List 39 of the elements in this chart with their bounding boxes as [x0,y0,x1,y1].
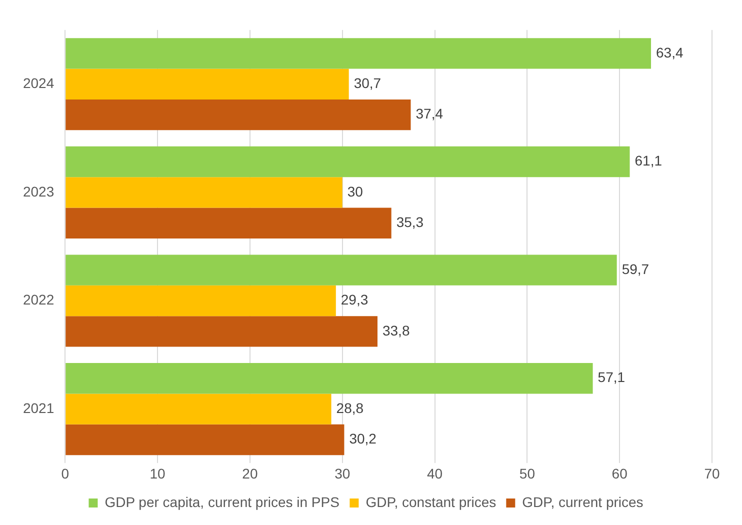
data-label: 28,8 [336,400,364,416]
data-label: 63,4 [656,44,684,60]
x-tick-label: 50 [519,465,536,482]
bar [66,363,593,394]
bar [66,99,411,130]
data-label: 57,1 [598,369,626,386]
x-tick-label: 60 [612,465,628,482]
legend-label: GDP per capita, current prices in PPS [104,494,340,510]
data-label: 59,7 [622,260,650,277]
y-tick-label: 2024 [22,75,54,92]
bar [66,38,652,69]
data-label: 61,1 [634,152,662,169]
x-tick-label: 40 [426,465,443,482]
bar [66,68,349,100]
bar [66,394,332,424]
x-tick-label: 0 [61,465,70,482]
y-tick-label: 2022 [22,292,54,308]
x-tick-label: 30 [334,465,350,482]
data-label: 30 [347,183,364,200]
legend-label: GDP, constant prices [366,494,496,510]
data-label: 29,3 [340,292,368,308]
bar [66,285,336,316]
data-label: 35,3 [396,214,424,230]
legend-label: GDP, current prices [522,494,644,510]
bar [66,254,617,286]
x-tick-label: 10 [150,465,166,482]
bar [66,316,378,347]
data-label: 30,7 [354,75,382,92]
bar [66,424,344,456]
bar [66,146,630,178]
data-label: 30,2 [349,430,377,447]
y-tick-label: 2023 [22,183,54,200]
y-tick-label: 2021 [22,400,54,416]
data-label: 37,4 [416,106,444,122]
x-tick-label: 20 [242,465,258,482]
x-tick-label: 70 [704,465,720,482]
bar [66,177,342,208]
data-label: 33,8 [382,322,410,338]
bar [66,208,392,238]
